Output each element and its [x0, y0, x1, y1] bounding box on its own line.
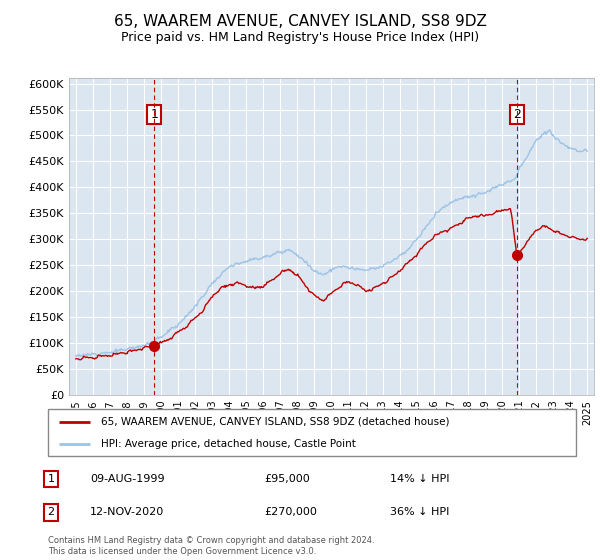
Text: Contains HM Land Registry data © Crown copyright and database right 2024.
This d: Contains HM Land Registry data © Crown c…	[48, 536, 374, 556]
Text: 65, WAAREM AVENUE, CANVEY ISLAND, SS8 9DZ: 65, WAAREM AVENUE, CANVEY ISLAND, SS8 9D…	[113, 14, 487, 29]
Text: HPI: Average price, detached house, Castle Point: HPI: Average price, detached house, Cast…	[101, 438, 356, 449]
Text: 2: 2	[513, 108, 521, 121]
Text: 36% ↓ HPI: 36% ↓ HPI	[390, 507, 449, 517]
Text: £270,000: £270,000	[264, 507, 317, 517]
Text: 14% ↓ HPI: 14% ↓ HPI	[390, 474, 449, 484]
Text: Price paid vs. HM Land Registry's House Price Index (HPI): Price paid vs. HM Land Registry's House …	[121, 31, 479, 44]
Text: 65, WAAREM AVENUE, CANVEY ISLAND, SS8 9DZ (detached house): 65, WAAREM AVENUE, CANVEY ISLAND, SS8 9D…	[101, 417, 449, 427]
Text: 1: 1	[47, 474, 55, 484]
Text: £95,000: £95,000	[264, 474, 310, 484]
Text: 09-AUG-1999: 09-AUG-1999	[90, 474, 164, 484]
Text: 2: 2	[47, 507, 55, 517]
FancyBboxPatch shape	[48, 409, 576, 456]
Text: 12-NOV-2020: 12-NOV-2020	[90, 507, 164, 517]
Text: 1: 1	[150, 108, 158, 121]
